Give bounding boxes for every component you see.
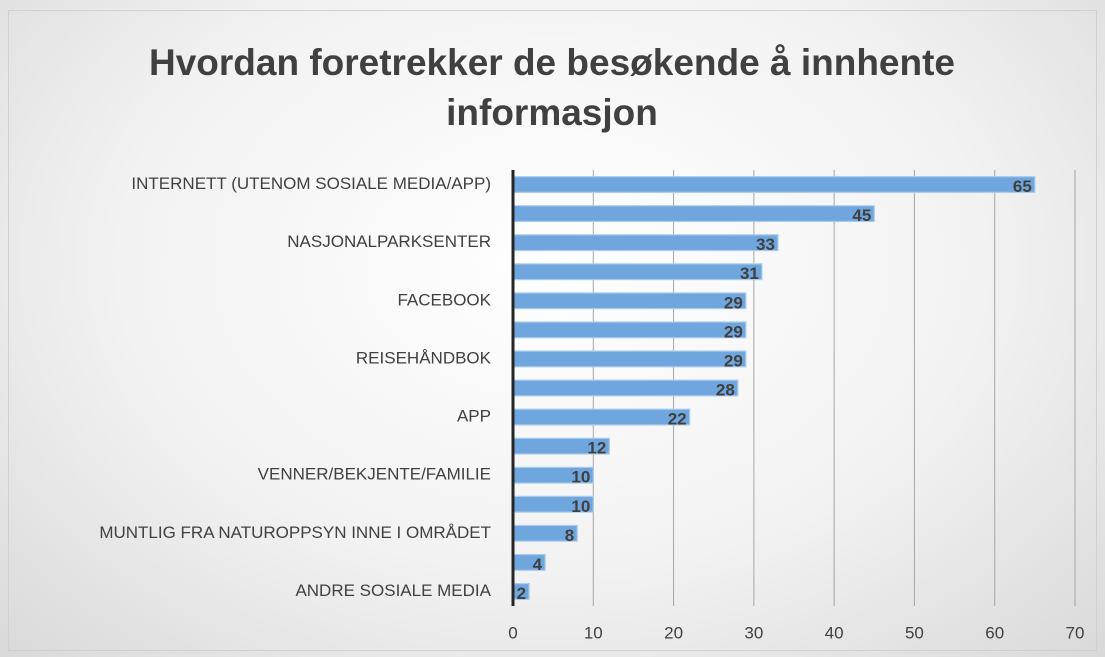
- y-tick-label: NASJONALPARKSENTER: [287, 232, 491, 251]
- data-label: 10: [571, 468, 590, 487]
- bar: [512, 234, 779, 252]
- data-label: 22: [668, 410, 687, 429]
- x-tick-label: 20: [664, 623, 683, 642]
- y-tick-label: MUNTLIG FRA NATUROPPSYN INNE I OMRÅDET: [99, 523, 491, 542]
- y-tick-label: REISEHÅNDBOK: [356, 348, 492, 367]
- data-label: 12: [587, 439, 606, 458]
- x-tick-label: 50: [905, 623, 924, 642]
- bar: [512, 321, 747, 339]
- bar: [512, 408, 691, 426]
- data-label: 29: [724, 351, 743, 370]
- bar: [512, 205, 875, 223]
- data-label: 4: [533, 555, 543, 574]
- data-label: 28: [716, 380, 735, 399]
- data-label: 10: [571, 497, 590, 516]
- bar: [512, 292, 747, 310]
- data-label: 33: [756, 235, 775, 254]
- data-label: 8: [565, 526, 574, 545]
- bar: [512, 176, 1036, 193]
- data-label: 45: [852, 206, 871, 225]
- x-tick-label: 60: [985, 623, 1004, 642]
- bar: [512, 263, 763, 281]
- y-tick-label: INTERNETT (UTENOM SOSIALE MEDIA/APP): [131, 174, 491, 193]
- y-tick-label: ANDRE SOSIALE MEDIA: [295, 581, 491, 600]
- data-label: 65: [1013, 177, 1032, 196]
- y-tick-label: VENNER/BEKJENTE/FAMILIE: [258, 465, 491, 484]
- data-label: 29: [724, 293, 743, 312]
- x-tick-label: 30: [744, 623, 763, 642]
- data-label: 2: [517, 584, 526, 603]
- x-tick-label: 40: [825, 623, 844, 642]
- x-tick-label: 0: [508, 623, 517, 642]
- x-tick-label: 10: [584, 623, 603, 642]
- data-label: 29: [724, 322, 743, 341]
- data-label: 31: [740, 264, 759, 283]
- y-tick-label: APP: [457, 407, 491, 426]
- y-tick-label: FACEBOOK: [397, 290, 491, 309]
- frame: [8, 10, 1097, 651]
- bar: [512, 379, 739, 397]
- x-tick-label: 70: [1066, 623, 1085, 642]
- bar: [512, 350, 747, 368]
- chart-title: Hvordan foretrekker de besøkende å innhe…: [148, 42, 955, 133]
